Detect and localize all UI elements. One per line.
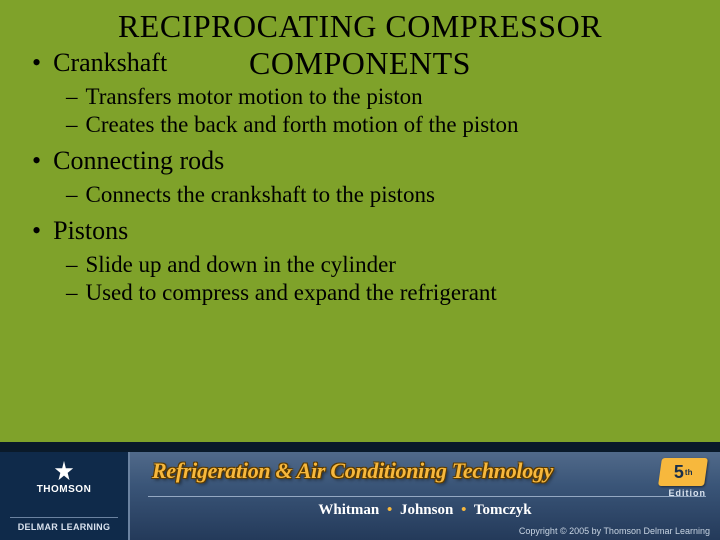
author-sep: • [387,502,392,518]
book-title-amp: & [276,458,293,483]
subbullet: – Slide up and down in the cylinder [22,252,698,278]
publisher-rule [10,517,118,518]
author-2: Johnson [400,502,453,518]
bullet-label: Crankshaft [53,48,167,78]
subbullet: – Transfers motor motion to the piston [22,84,698,110]
footer-main: Refrigeration & Air Conditioning Technol… [130,452,720,540]
edition-badge: 5th [658,458,708,486]
publisher-top-label: THOMSON [0,484,128,495]
subbullet-text: Slide up and down in the cylinder [86,252,396,278]
publisher-block: THOMSON DELMAR LEARNING [0,452,130,540]
bullet-marker: • [32,216,41,246]
bullet-label: Pistons [53,216,128,246]
bullet-connecting-rods: • Connecting rods [22,146,698,176]
author-1: Whitman [318,502,379,518]
slide: RECIPROCATING COMPRESSOR COMPONENTS • Cr… [0,0,720,540]
subbullet: – Used to compress and expand the refrig… [22,280,698,306]
subbullet-text: Transfers motor motion to the piston [86,84,423,110]
publisher-bottom-label: DELMAR LEARNING [0,522,128,532]
subbullet-text: Creates the back and forth motion of the… [86,112,519,138]
edition-number: 5 [674,462,684,483]
title-line-2: COMPONENTS [249,45,471,81]
subbullet-text: Used to compress and expand the refriger… [86,280,497,306]
bullet-marker: • [32,48,41,78]
divider-band [0,442,720,452]
author-3: Tomczyk [474,502,532,518]
book-title-part1: Refrigeration [152,458,270,483]
bullet-label: Connecting rods [53,146,224,176]
title-line-1: RECIPROCATING COMPRESSOR [118,8,602,44]
subbullet: – Creates the back and forth motion of t… [22,112,698,138]
authors: Whitman • Johnson • Tomczyk [130,502,720,519]
bullet-pistons: • Pistons [22,216,698,246]
book-title: Refrigeration & Air Conditioning Technol… [152,458,553,484]
content-area: RECIPROCATING COMPRESSOR COMPONENTS • Cr… [4,4,716,444]
footer: THOMSON DELMAR LEARNING Refrigeration & … [0,452,720,540]
subbullet-text: Connects the crankshaft to the pistons [86,182,435,208]
author-sep: • [461,502,466,518]
dash-marker: – [66,252,78,278]
edition-suffix: th [685,468,693,477]
subbullet: – Connects the crankshaft to the pistons [22,182,698,208]
slide-body: • Crankshaft – Transfers motor motion to… [4,48,716,306]
thomson-star-icon [53,460,75,482]
book-title-part2: Air Conditioning Technology [297,458,553,483]
copyright: Copyright © 2005 by Thomson Delmar Learn… [519,526,710,536]
dash-marker: – [66,112,78,138]
footer-rule [148,496,706,497]
dash-marker: – [66,280,78,306]
dash-marker: – [66,182,78,208]
bullet-marker: • [32,146,41,176]
dash-marker: – [66,84,78,110]
